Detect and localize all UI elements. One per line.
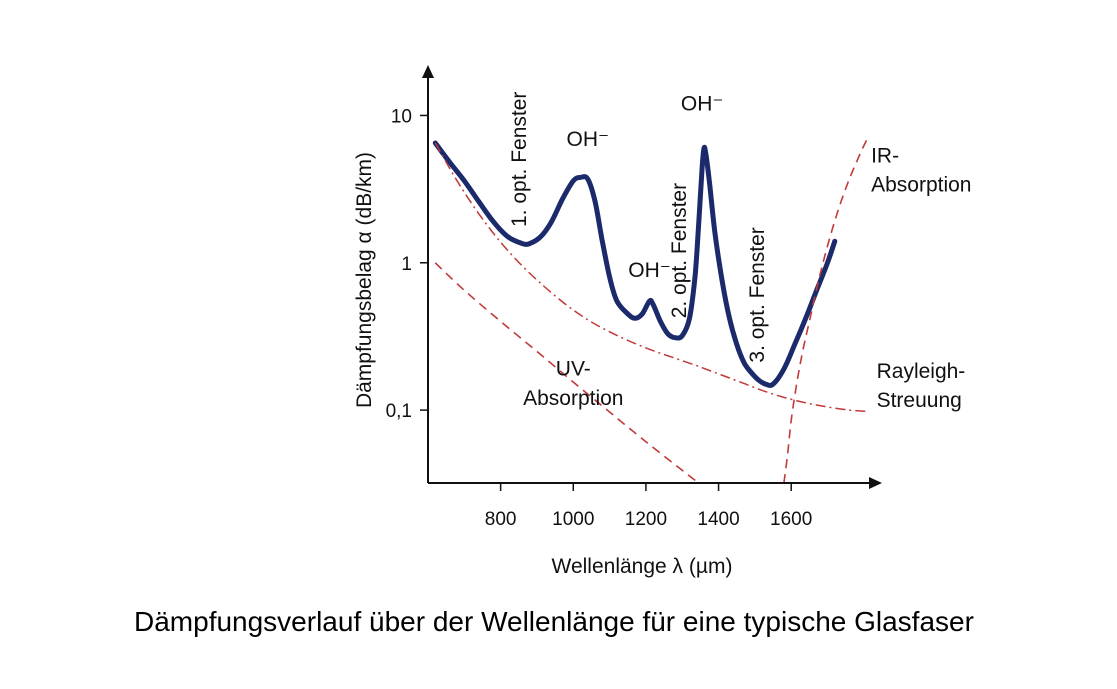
y-axis-label: Dämpfungsbelag α (dB/km) xyxy=(353,152,376,408)
annotation-window1: 1. opt. Fenster xyxy=(508,92,531,227)
annotation-window3: 3. opt. Fenster xyxy=(746,227,769,362)
axes xyxy=(422,65,882,489)
x-tick-label: 1200 xyxy=(625,509,667,530)
y-axis-arrow xyxy=(422,65,434,78)
x-tick-label: 1000 xyxy=(552,509,594,530)
annotation-window2: 2. opt. Fenster xyxy=(668,183,691,318)
uv-curve xyxy=(434,262,700,484)
annotation-rayleigh_label_2: Streuung xyxy=(877,389,962,412)
caption-text: Dämpfungsverlauf über der Wellenlänge fü… xyxy=(134,606,974,637)
x-axis-arrow xyxy=(869,477,882,489)
annotation-oh2: OH⁻ xyxy=(628,259,671,282)
x-tick-label: 1600 xyxy=(770,509,812,530)
y-tick-label: 1 xyxy=(401,254,412,275)
x-tick-label: 1400 xyxy=(697,509,739,530)
annotation-ir_label_1: IR- xyxy=(871,144,899,167)
y-tick-label: 10 xyxy=(391,106,412,127)
annotation-oh3: OH⁻ xyxy=(681,93,724,116)
rayleigh-curve xyxy=(434,142,868,413)
x-tick-label: 800 xyxy=(485,509,517,530)
annotation-rayleigh_label_1: Rayleigh- xyxy=(877,360,966,383)
annotation-uv_label_1: UV- xyxy=(556,357,591,380)
ir-curve xyxy=(783,137,869,484)
annotation-oh1: OH⁻ xyxy=(567,128,610,151)
y-tick-label: 0,1 xyxy=(386,401,412,422)
x-axis-label: Wellenlänge λ (µm) xyxy=(552,555,733,578)
attenuation-chart: 800 1000 1200 1400 1600 0,1 1 10 1. opt. Fenste… xyxy=(353,65,972,578)
total-curve xyxy=(432,140,838,388)
annotation-uv_label_2: Absorption xyxy=(523,387,623,410)
annotation-ir_label_2: Absorption xyxy=(871,173,971,196)
figure-caption: Dämpfungsverlauf über der Wellenlänge fü… xyxy=(0,606,1117,646)
